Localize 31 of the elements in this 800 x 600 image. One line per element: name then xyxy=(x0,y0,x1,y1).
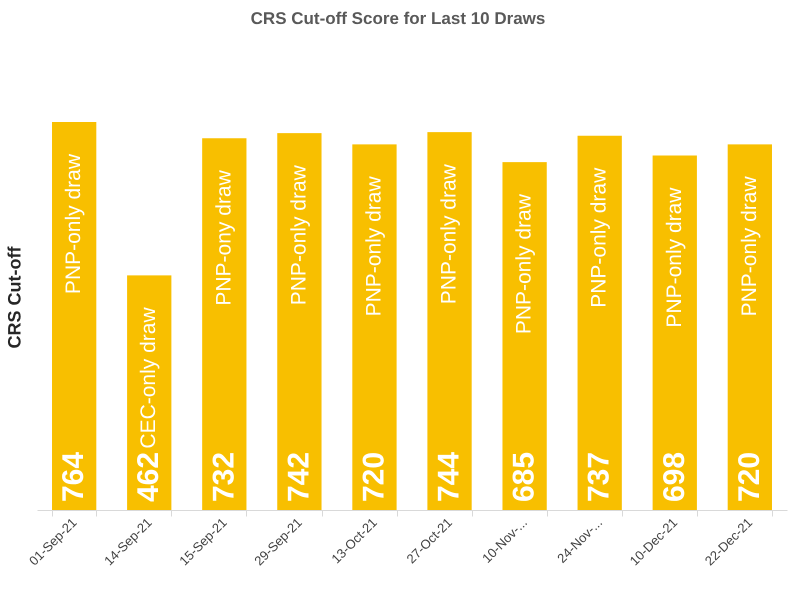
annotation: PNP-ony draw xyxy=(212,169,236,306)
data-label: 698 xyxy=(658,452,691,502)
annotation: PNP-only draw xyxy=(588,166,611,308)
bar xyxy=(652,156,697,510)
data-label: 685 xyxy=(508,452,541,502)
data-label: 764 xyxy=(57,452,90,502)
annotation: PNP-only draw xyxy=(438,163,461,304)
bar xyxy=(52,122,96,510)
bar xyxy=(277,133,322,510)
annotation: PNP-only draw xyxy=(287,164,310,306)
bar xyxy=(578,136,622,510)
annotation: CEC-only draw xyxy=(137,306,160,449)
chart-title: CRS Cut-off Score for Last 10 Draws xyxy=(250,9,546,28)
data-label: 720 xyxy=(732,452,766,502)
annotation: PNP-only draw xyxy=(62,153,86,294)
annotation: PNP-only draw xyxy=(738,176,761,316)
annotation: PNP-only draw xyxy=(662,186,686,328)
bar xyxy=(728,144,772,510)
data-label: 737 xyxy=(582,452,616,502)
data-label: 732 xyxy=(207,452,240,502)
annotation: PNP-only draw xyxy=(512,193,536,334)
bar xyxy=(202,138,246,510)
data-label: 462 xyxy=(132,452,166,502)
data-label: 744 xyxy=(432,452,466,502)
bar xyxy=(502,162,547,510)
annotation: PNP-only draw xyxy=(362,176,386,316)
y-axis-title: CRS Cut-off xyxy=(4,246,24,348)
bar xyxy=(427,132,472,510)
data-label: 742 xyxy=(282,452,316,502)
data-label: 720 xyxy=(357,452,390,502)
bar xyxy=(352,144,397,510)
